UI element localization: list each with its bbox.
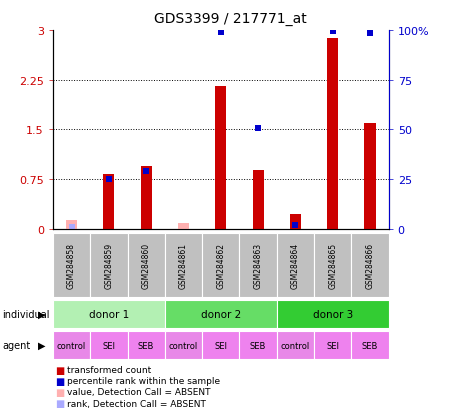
Bar	[289, 215, 300, 229]
Text: ▶: ▶	[38, 309, 45, 319]
Point	[105, 176, 112, 183]
Bar	[53, 331, 90, 359]
Bar	[276, 331, 313, 359]
Bar	[351, 233, 388, 297]
Text: SEI: SEI	[214, 341, 227, 350]
Text: value, Detection Call = ABSENT: value, Detection Call = ABSENT	[67, 387, 210, 396]
Text: donor 3: donor 3	[312, 309, 352, 319]
Text: ▶: ▶	[38, 340, 45, 350]
Text: SEB: SEB	[138, 341, 154, 350]
Text: GSM284859: GSM284859	[104, 242, 113, 288]
Bar	[53, 300, 164, 328]
Bar	[178, 223, 189, 229]
Bar	[313, 331, 351, 359]
Point	[365, 31, 373, 38]
Bar	[239, 331, 276, 359]
Bar	[164, 233, 202, 297]
Text: SEI: SEI	[102, 341, 115, 350]
Point	[254, 126, 261, 132]
Bar	[239, 233, 276, 297]
Text: SEI: SEI	[325, 341, 338, 350]
Text: GSM284864: GSM284864	[290, 242, 299, 288]
Text: GSM284863: GSM284863	[253, 242, 262, 288]
Point	[291, 223, 298, 229]
Bar	[215, 87, 226, 229]
Text: donor 2: donor 2	[200, 309, 241, 319]
Text: agent: agent	[2, 340, 30, 350]
Bar	[252, 171, 263, 229]
Text: ■: ■	[55, 387, 64, 397]
Bar	[164, 300, 276, 328]
Bar	[103, 175, 114, 229]
Bar	[326, 39, 338, 229]
Text: control: control	[280, 341, 309, 350]
Bar	[364, 123, 375, 229]
Text: ■: ■	[55, 398, 64, 408]
Point	[217, 30, 224, 36]
Bar	[90, 233, 127, 297]
Point	[68, 224, 75, 230]
Point	[142, 169, 150, 175]
Text: ■: ■	[55, 376, 64, 386]
Bar	[127, 331, 164, 359]
Text: individual: individual	[2, 309, 50, 319]
Bar	[66, 221, 77, 229]
Bar	[202, 331, 239, 359]
Text: transformed count: transformed count	[67, 365, 151, 374]
Text: GDS3399 / 217771_at: GDS3399 / 217771_at	[153, 12, 306, 26]
Bar	[351, 331, 388, 359]
Point	[328, 29, 336, 36]
Text: control: control	[168, 341, 198, 350]
Text: rank, Detection Call = ABSENT: rank, Detection Call = ABSENT	[67, 399, 205, 408]
Bar	[276, 233, 313, 297]
Bar	[140, 166, 151, 229]
Bar	[53, 233, 90, 297]
Text: ■: ■	[55, 365, 64, 375]
Text: GSM284862: GSM284862	[216, 242, 225, 288]
Bar	[127, 233, 164, 297]
Text: SEB: SEB	[361, 341, 377, 350]
Bar	[90, 331, 127, 359]
Bar	[313, 233, 351, 297]
Text: donor 1: donor 1	[89, 309, 129, 319]
Text: GSM284865: GSM284865	[328, 242, 336, 288]
Text: GSM284860: GSM284860	[141, 242, 151, 288]
Text: GSM284866: GSM284866	[365, 242, 374, 288]
Bar	[202, 233, 239, 297]
Text: control: control	[57, 341, 86, 350]
Text: GSM284858: GSM284858	[67, 242, 76, 288]
Bar	[164, 331, 202, 359]
Text: SEB: SEB	[249, 341, 266, 350]
Bar	[276, 300, 388, 328]
Text: percentile rank within the sample: percentile rank within the sample	[67, 376, 219, 385]
Text: GSM284861: GSM284861	[179, 242, 188, 288]
